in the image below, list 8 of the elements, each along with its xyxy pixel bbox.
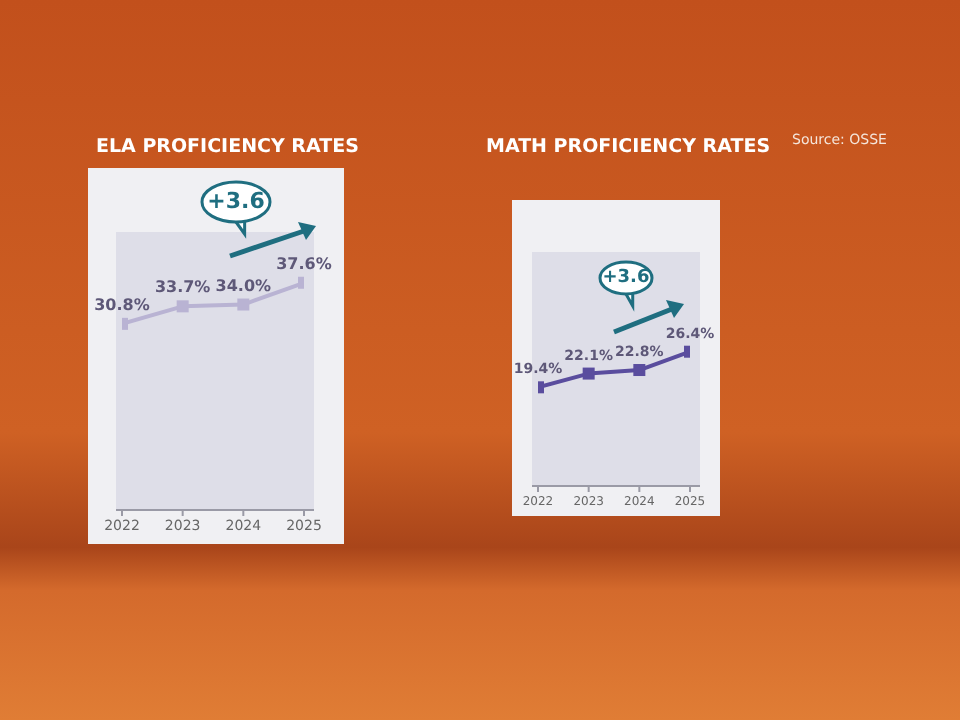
chart-title: ELA PROFICIENCY RATES bbox=[96, 136, 359, 158]
data-label: 33.7% bbox=[154, 278, 211, 297]
annotation: +3.6 bbox=[598, 260, 654, 296]
text: +3.6 bbox=[200, 180, 272, 224]
data-label: 37.6% bbox=[276, 254, 332, 273]
data-label: 30.8% bbox=[94, 295, 150, 314]
chart-title: MATH PROFICIENCY RATES bbox=[486, 136, 771, 158]
data-label: 34.0% bbox=[215, 276, 272, 295]
